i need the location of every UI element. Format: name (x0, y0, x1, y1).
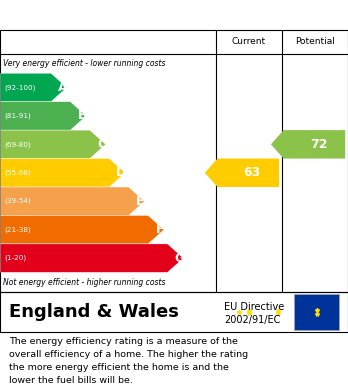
Text: Energy Efficiency Rating: Energy Efficiency Rating (9, 7, 219, 23)
Text: EU Directive: EU Directive (224, 302, 285, 312)
Polygon shape (1, 187, 144, 215)
Text: F: F (156, 223, 164, 236)
Text: (92-100): (92-100) (4, 84, 35, 91)
Bar (294, 294, 339, 330)
Polygon shape (1, 73, 67, 102)
Text: (69-80): (69-80) (4, 141, 31, 147)
Text: 2002/91/EC: 2002/91/EC (224, 315, 281, 325)
Text: D: D (116, 166, 126, 179)
Text: B: B (78, 109, 87, 122)
Text: 63: 63 (244, 166, 261, 179)
Text: (39-54): (39-54) (4, 198, 31, 204)
Polygon shape (1, 159, 125, 187)
Polygon shape (205, 159, 279, 187)
Text: England & Wales: England & Wales (9, 303, 179, 321)
Polygon shape (1, 130, 106, 159)
Text: 72: 72 (310, 138, 327, 151)
Polygon shape (1, 102, 86, 130)
Text: Current: Current (232, 37, 266, 46)
Text: (55-68): (55-68) (4, 170, 31, 176)
Polygon shape (1, 244, 183, 273)
Text: E: E (136, 195, 145, 208)
Text: (21-38): (21-38) (4, 226, 31, 233)
Text: The energy efficiency rating is a measure of the
overall efficiency of a home. T: The energy efficiency rating is a measur… (9, 337, 248, 385)
Text: C: C (97, 138, 106, 151)
Text: Potential: Potential (295, 37, 335, 46)
Text: Not energy efficient - higher running costs: Not energy efficient - higher running co… (3, 278, 166, 287)
Text: Very energy efficient - lower running costs: Very energy efficient - lower running co… (3, 59, 166, 68)
Text: (81-91): (81-91) (4, 113, 31, 119)
Text: (1-20): (1-20) (4, 255, 26, 261)
Polygon shape (271, 130, 345, 159)
Text: A: A (58, 81, 68, 94)
Text: G: G (174, 252, 184, 265)
Polygon shape (1, 215, 164, 244)
